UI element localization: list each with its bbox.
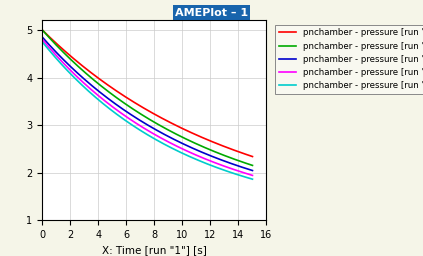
Legend: pnchamber - pressure [run "1"] [barA], pnchamber - pressure [run "2"] [barA], pn: pnchamber - pressure [run "1"] [barA], p… bbox=[275, 25, 423, 94]
X-axis label: X: Time [run "1"] [s]: X: Time [run "1"] [s] bbox=[102, 246, 207, 255]
Text: AMEPlot – 1: AMEPlot – 1 bbox=[175, 8, 248, 18]
